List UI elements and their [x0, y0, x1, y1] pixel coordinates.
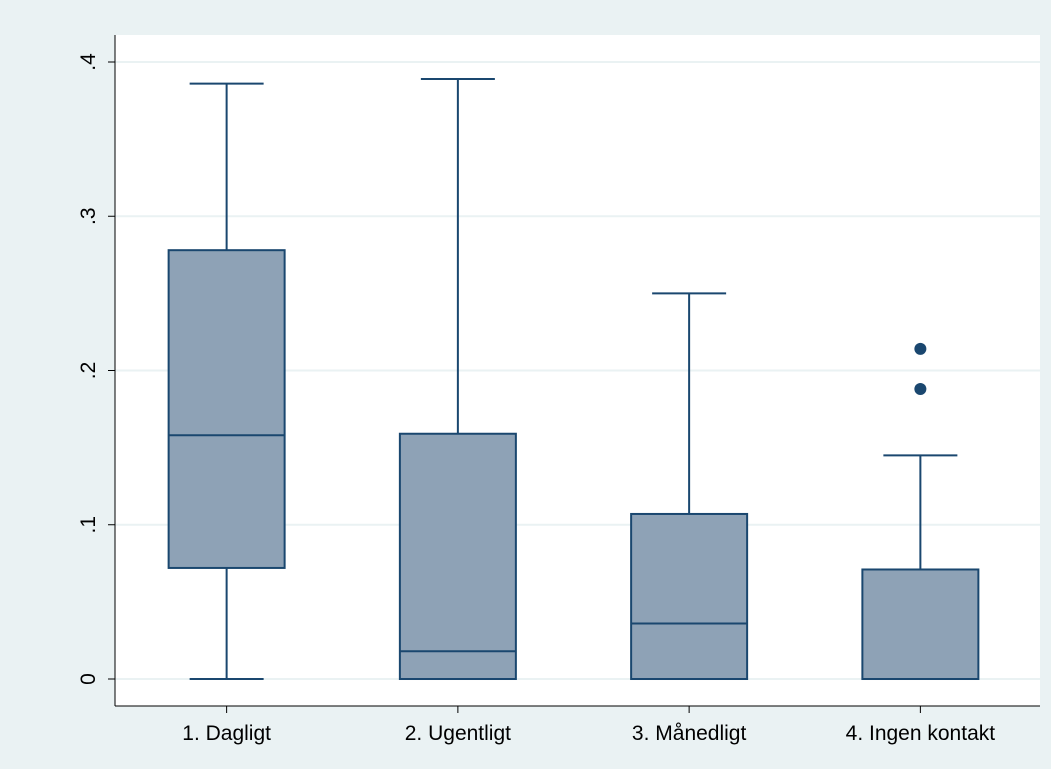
- box: [167, 249, 286, 569]
- y-tick-label: .1: [77, 516, 100, 534]
- x-tick-label: 3. Månedligt: [632, 722, 747, 745]
- x-tick-label: 2. Ugentligt: [405, 722, 511, 745]
- y-tick-label: .4: [77, 53, 100, 71]
- outlier: [914, 342, 927, 355]
- box: [630, 512, 749, 681]
- y-tick-label: 0: [77, 673, 100, 685]
- y-tick-label: .3: [77, 207, 100, 225]
- box: [398, 432, 517, 681]
- outlier: [914, 383, 927, 396]
- box: [861, 568, 980, 681]
- x-tick-label: 1. Dagligt: [182, 722, 271, 745]
- x-tick-label: 4. Ingen kontakt: [846, 722, 996, 745]
- y-tick-label: .2: [77, 362, 100, 380]
